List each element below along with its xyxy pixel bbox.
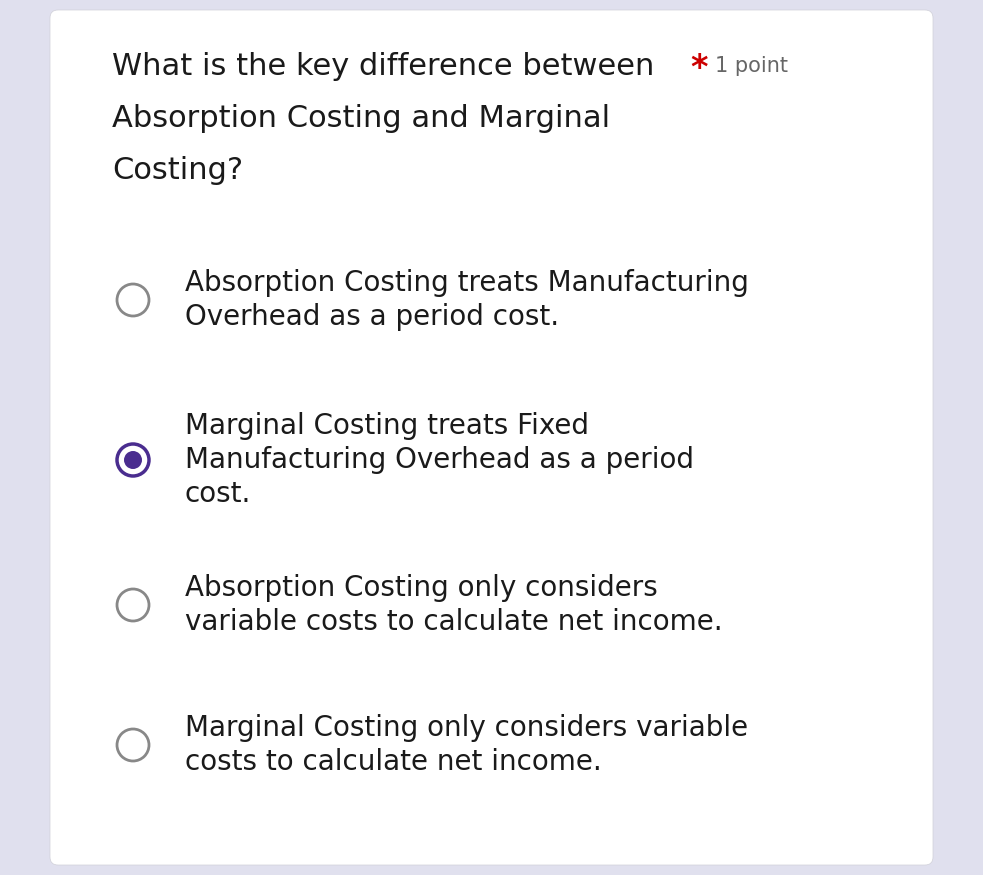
Circle shape bbox=[117, 444, 149, 476]
Text: 1 point: 1 point bbox=[715, 56, 788, 76]
Text: *: * bbox=[690, 52, 708, 85]
Text: Costing?: Costing? bbox=[112, 156, 243, 185]
Text: Marginal Costing treats Fixed: Marginal Costing treats Fixed bbox=[185, 412, 589, 440]
Text: Overhead as a period cost.: Overhead as a period cost. bbox=[185, 303, 559, 331]
Text: Absorption Costing and Marginal: Absorption Costing and Marginal bbox=[112, 104, 610, 133]
Circle shape bbox=[117, 589, 149, 621]
Circle shape bbox=[124, 451, 142, 469]
Text: Absorption Costing treats Manufacturing: Absorption Costing treats Manufacturing bbox=[185, 269, 749, 297]
Circle shape bbox=[117, 729, 149, 761]
Text: Absorption Costing only considers: Absorption Costing only considers bbox=[185, 574, 658, 602]
Text: Marginal Costing only considers variable: Marginal Costing only considers variable bbox=[185, 714, 748, 742]
Circle shape bbox=[117, 284, 149, 316]
Text: cost.: cost. bbox=[185, 480, 252, 508]
Text: What is the key difference between: What is the key difference between bbox=[112, 52, 655, 81]
FancyBboxPatch shape bbox=[50, 10, 933, 865]
Text: variable costs to calculate net income.: variable costs to calculate net income. bbox=[185, 608, 723, 636]
Text: costs to calculate net income.: costs to calculate net income. bbox=[185, 748, 602, 776]
Text: Manufacturing Overhead as a period: Manufacturing Overhead as a period bbox=[185, 446, 694, 474]
